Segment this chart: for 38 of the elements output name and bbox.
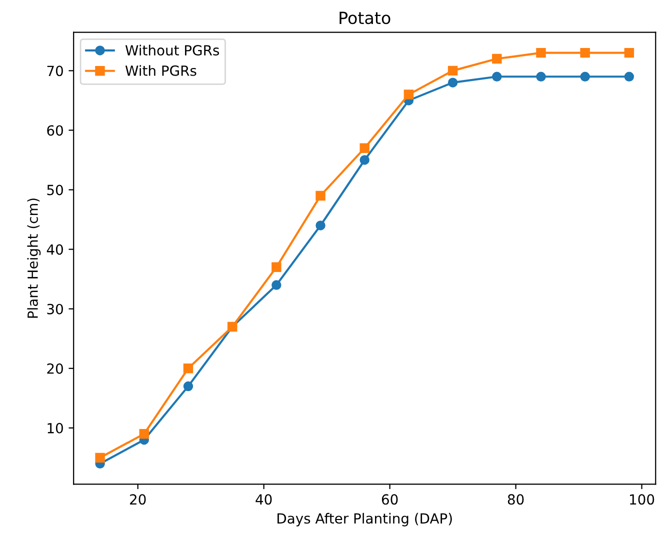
- point: [536, 72, 546, 82]
- point: [360, 143, 370, 153]
- point: [492, 54, 502, 64]
- x-tick-label: 80: [508, 494, 524, 505]
- y-tick-label: 60: [47, 125, 63, 136]
- point: [183, 381, 194, 392]
- point: [404, 90, 414, 100]
- x-tick-label: 40: [256, 494, 272, 505]
- point: [492, 72, 502, 82]
- point: [272, 262, 282, 272]
- x-tick-label: 100: [630, 494, 654, 505]
- chart-title: Potato: [340, 12, 390, 24]
- point: [95, 452, 105, 463]
- point: [448, 78, 458, 88]
- x-tick-label: 60: [382, 494, 398, 505]
- y-axis-title: Plant Height (cm): [27, 198, 41, 318]
- point: [624, 48, 634, 58]
- point: [580, 48, 590, 58]
- y-tick-label: 40: [46, 244, 63, 255]
- x-tick-label: 20: [130, 494, 146, 505]
- point: [624, 72, 634, 82]
- point: [272, 280, 282, 290]
- point: [360, 155, 370, 165]
- y-tick-label: 10: [48, 422, 63, 434]
- legend-label: With PGRs: [125, 65, 196, 76]
- point: [448, 66, 458, 76]
- y-tick-label: 70: [47, 66, 63, 76]
- point: [183, 364, 194, 374]
- y-tick-label: 20: [47, 363, 63, 374]
- legend-label: Without PGRs: [125, 44, 220, 56]
- point: [536, 48, 546, 58]
- point: [316, 190, 326, 201]
- x-axis-title: Days After Planting (DAP): [278, 512, 452, 526]
- point: [580, 72, 590, 82]
- y-tick-label: 50: [47, 184, 63, 196]
- point: [316, 220, 326, 230]
- y-tick-label: 30: [47, 304, 63, 314]
- point: [139, 429, 149, 439]
